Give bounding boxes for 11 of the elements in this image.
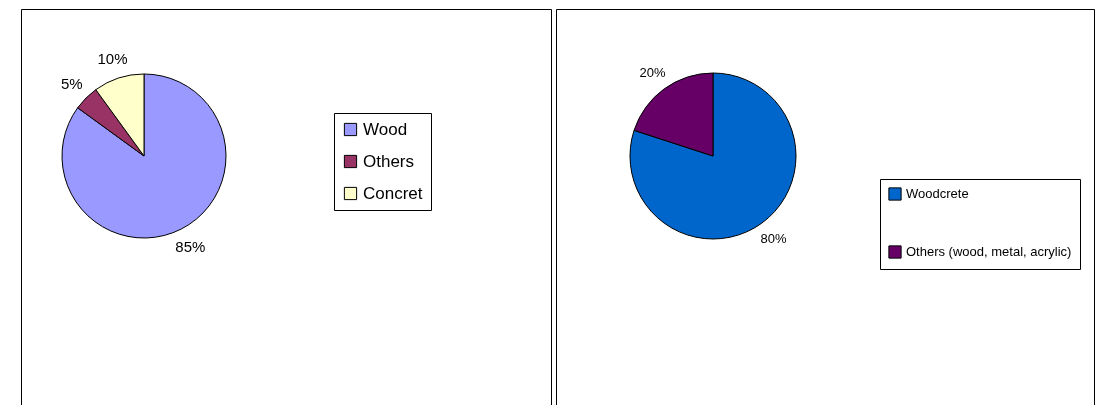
legend-label: Concret bbox=[363, 183, 423, 203]
data-label: 10% bbox=[97, 49, 128, 67]
legend-label: Others bbox=[363, 151, 415, 171]
legend-label: Others (wood, metal, acrylic) bbox=[906, 244, 1072, 259]
data-label: 85% bbox=[175, 237, 206, 255]
legend-label: Woodcrete bbox=[906, 186, 969, 201]
legend-label: Wood bbox=[363, 119, 408, 139]
data-label: 5% bbox=[61, 74, 83, 92]
data-label: 20% bbox=[639, 64, 666, 80]
data-label: 80% bbox=[760, 231, 787, 247]
pie-slice bbox=[61, 73, 227, 239]
